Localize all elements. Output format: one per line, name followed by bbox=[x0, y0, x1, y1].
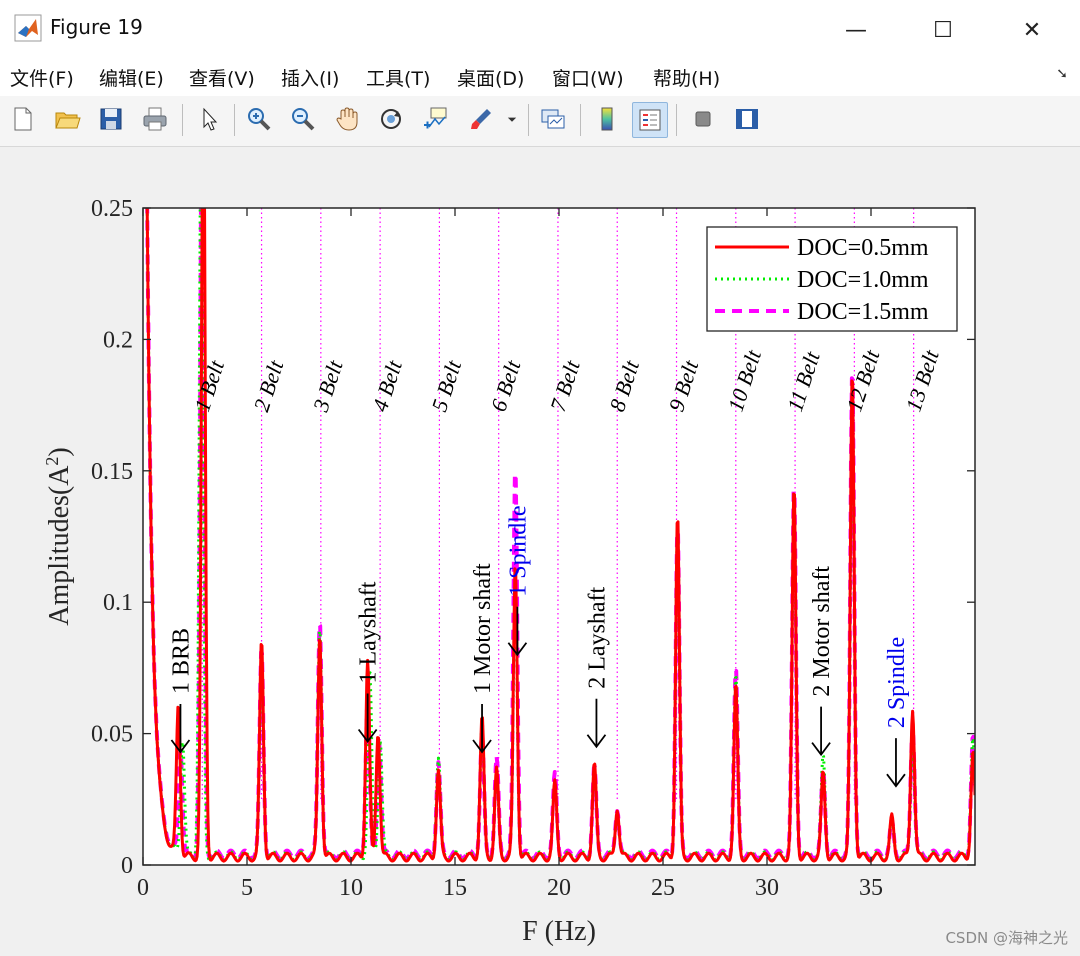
minimize-button[interactable]: — bbox=[845, 17, 867, 43]
colorbar-icon[interactable] bbox=[590, 102, 624, 136]
menu-insert[interactable]: 插入(I) bbox=[281, 68, 340, 90]
menu-bar: 文件(F) 编辑(E) 查看(V) 插入(I) 工具(T) 桌面(D) 窗口(W… bbox=[0, 58, 1080, 96]
y-tick-label: 0 bbox=[121, 853, 133, 879]
x-tick-label: 5 bbox=[241, 875, 253, 901]
legend-icon[interactable] bbox=[632, 102, 668, 138]
legend-box bbox=[706, 226, 958, 332]
annotation: 1 Layshaft bbox=[356, 581, 382, 743]
menu-window[interactable]: 窗口(W) bbox=[552, 68, 624, 90]
annotation-label: 2 Motor shaft bbox=[809, 566, 835, 697]
toolbar-divider bbox=[182, 104, 183, 136]
annotation: 1 BRB bbox=[168, 628, 194, 754]
watermark: CSDN @海神之光 bbox=[945, 929, 1068, 947]
annotation: 2 Spindle bbox=[884, 637, 910, 788]
menu-view[interactable]: 查看(V) bbox=[189, 68, 255, 90]
annotation-label: 1 BRB bbox=[168, 628, 194, 694]
y-tick-label: 0.15 bbox=[91, 459, 133, 485]
rotate-3d-icon[interactable] bbox=[374, 102, 408, 136]
toolbar-divider bbox=[580, 104, 581, 136]
annotation-arrowhead bbox=[472, 739, 492, 754]
series-line-DOC=0.5mm bbox=[145, 208, 975, 863]
x-tick-label: 10 bbox=[339, 875, 363, 901]
y-axis-label: Amplitudes(A2) bbox=[42, 447, 75, 626]
annotation: 2 Layshaft bbox=[584, 586, 610, 749]
legend-entry: DOC=0.5mm bbox=[797, 235, 929, 261]
link-plot-icon[interactable] bbox=[536, 102, 570, 136]
x-tick-label: 0 bbox=[137, 875, 149, 901]
figure-canvas: 1 Belt 2 Belt 3 Belt 4 Belt 5 Belt 6 Belt 7 Be… bbox=[0, 147, 1080, 956]
annotation-label: 2 Layshaft bbox=[584, 586, 610, 688]
brush-dropdown-icon[interactable] bbox=[502, 102, 522, 136]
spectrum-chart[interactable]: 1 Belt 2 Belt 3 Belt 4 Belt 5 Belt 6 Belt 7 Be… bbox=[0, 147, 1080, 956]
annotation-arrowhead bbox=[357, 728, 378, 743]
maximize-button[interactable]: ☐ bbox=[933, 17, 953, 43]
title-bar: Figure 19 — ☐ ✕ bbox=[0, 0, 1080, 58]
menu-overflow-icon[interactable]: ➘ bbox=[1056, 66, 1068, 82]
annotation: 1 Motor shaft bbox=[470, 563, 496, 754]
zoom-out-icon[interactable] bbox=[286, 102, 320, 136]
legend: DOC=0.5mm DOC=1.0mm DOC=1.5mm bbox=[706, 226, 958, 332]
menu-help[interactable]: 帮助(H) bbox=[653, 68, 721, 90]
annotation-arrowhead bbox=[886, 773, 906, 788]
legend-entry: DOC=1.0mm bbox=[797, 267, 929, 293]
annotation: 1 Spindle bbox=[505, 505, 531, 657]
open-file-icon[interactable] bbox=[50, 102, 84, 136]
x-tick-label: 15 bbox=[443, 875, 467, 901]
print-icon[interactable] bbox=[138, 102, 172, 136]
menu-desktop[interactable]: 桌面(D) bbox=[457, 68, 525, 90]
x-tick-label: 30 bbox=[755, 875, 779, 901]
close-button[interactable]: ✕ bbox=[1022, 17, 1042, 43]
save-icon[interactable] bbox=[94, 102, 128, 136]
x-axis-label: F (Hz) bbox=[522, 916, 596, 947]
figure-toolbar bbox=[0, 96, 1080, 147]
menu-edit[interactable]: 编辑(E) bbox=[99, 68, 164, 90]
x-tick-label: 35 bbox=[859, 875, 883, 901]
annotation-arrowhead bbox=[507, 642, 528, 657]
y-tick-label: 0.1 bbox=[103, 590, 133, 616]
pointer-icon[interactable] bbox=[192, 102, 226, 136]
annotation-arrowhead bbox=[170, 739, 191, 754]
brush-icon[interactable] bbox=[464, 102, 498, 136]
x-tick-label: 20 bbox=[547, 875, 571, 901]
data-cursor-icon[interactable] bbox=[418, 102, 452, 136]
legend-entry: DOC=1.5mm bbox=[797, 299, 929, 325]
annotation-arrowhead bbox=[586, 734, 607, 749]
zoom-in-icon[interactable] bbox=[242, 102, 276, 136]
show-plot-tools-icon[interactable] bbox=[730, 102, 764, 136]
y-tick-label: 0.25 bbox=[91, 196, 133, 222]
menu-file[interactable]: 文件(F) bbox=[10, 68, 74, 90]
pan-hand-icon[interactable] bbox=[330, 102, 364, 136]
annotation-label: 1 Spindle bbox=[505, 505, 531, 596]
annotation: 2 Motor shaft bbox=[809, 566, 835, 757]
annotation-arrowhead bbox=[811, 742, 831, 757]
toolbar-divider bbox=[234, 104, 235, 136]
annotation-label: 2 Spindle bbox=[884, 637, 910, 728]
y-tick-label: 0.05 bbox=[91, 722, 133, 748]
matlab-logo-icon bbox=[14, 14, 42, 42]
x-tick-label: 25 bbox=[651, 875, 675, 901]
annotation-label: 1 Motor shaft bbox=[470, 563, 496, 694]
hide-plot-tools-icon[interactable] bbox=[686, 102, 720, 136]
toolbar-divider bbox=[676, 104, 677, 136]
new-figure-icon[interactable] bbox=[6, 102, 40, 136]
annotation-label: 1 Layshaft bbox=[356, 581, 382, 683]
window-title: Figure 19 bbox=[50, 15, 143, 39]
menu-tools[interactable]: 工具(T) bbox=[366, 68, 431, 90]
y-tick-label: 0.2 bbox=[103, 327, 133, 353]
toolbar-divider bbox=[528, 104, 529, 136]
